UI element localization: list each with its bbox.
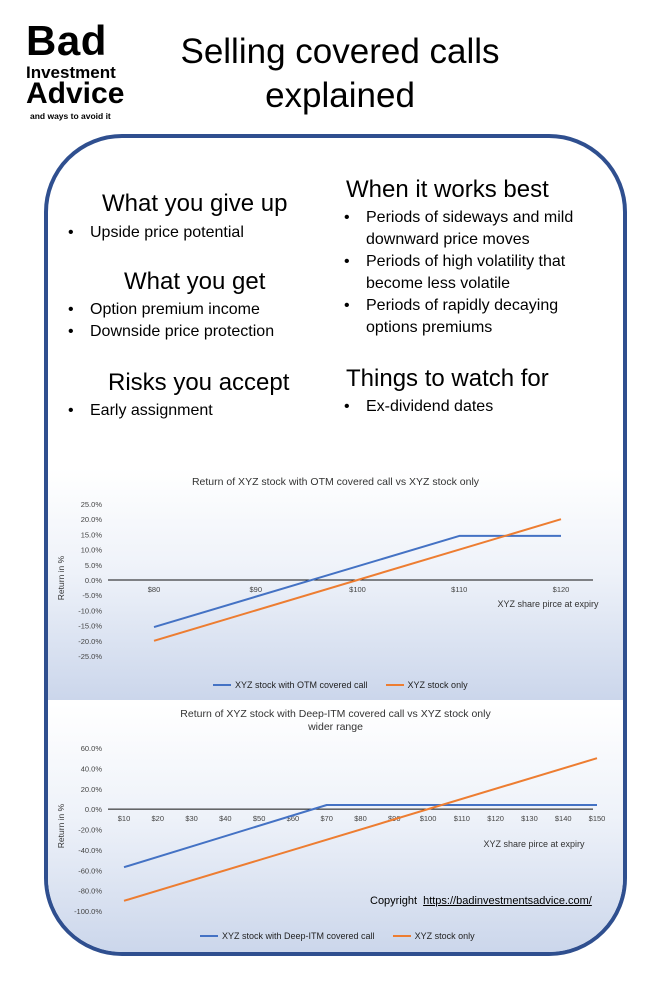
chart-otm-covered-call: Return of XYZ stock with OTM covered cal… (48, 468, 623, 700)
y-tick-label: 15.0% (81, 530, 103, 539)
legend-swatch-orange (385, 684, 404, 686)
chart-title: Return of XYZ stock with OTM covered cal… (191, 476, 480, 488)
heading-watch-for: Things to watch for (346, 365, 549, 392)
page-title: Selling covered calls explained (150, 30, 530, 118)
page-title-line-2: explained (265, 76, 415, 115)
chart-plot-area: 60.0% 40.0% 20.0% 0.0% -20.0% -40.0% -60.0% -80… (56, 744, 606, 916)
logo-tagline: and ways to avoid it (30, 111, 111, 121)
logo: Bad Investment Advice and ways to avoid … (26, 20, 136, 121)
list-item: Upside price potential (68, 222, 328, 244)
y-tick-label: -25.0% (78, 652, 102, 661)
y-tick-label: -100.0% (74, 907, 102, 916)
x-tick-label: $120 (487, 814, 504, 823)
y-tick-label: 60.0% (81, 744, 103, 753)
x-tick-label: $30 (185, 814, 198, 823)
x-tick-label: $70 (320, 814, 333, 823)
y-tick-label: 25.0% (81, 500, 103, 509)
x-tick-label: $140 (555, 814, 572, 823)
x-tick-label: $130 (521, 814, 538, 823)
legend-label: XYZ stock only (414, 931, 475, 941)
list-item: Option premium income (68, 299, 328, 321)
y-tick-label: -80.0% (78, 887, 102, 896)
x-tick-label: $120 (553, 585, 570, 594)
heading-works-best: When it works best (346, 176, 549, 203)
x-tick-label: $80 (354, 814, 367, 823)
chart-legend: XYZ stock with Deep-ITM covered call XYZ… (200, 931, 475, 941)
list-item: Periods of rapidly decaying options prem… (344, 295, 606, 339)
list-watch-for: Ex-dividend dates (344, 396, 606, 418)
y-tick-label: 0.0% (85, 805, 102, 814)
list-works-best: Periods of sideways and mild downward pr… (344, 207, 606, 339)
y-tick-label: 5.0% (85, 561, 102, 570)
x-tick-label: $150 (589, 814, 606, 823)
y-tick-label: 10.0% (81, 546, 103, 555)
y-tick-label: -60.0% (78, 866, 102, 875)
list-item: Early assignment (68, 400, 328, 422)
x-tick-label: $60 (287, 814, 300, 823)
y-tick-label: -10.0% (78, 606, 102, 615)
logo-line-advice: Advice (26, 77, 125, 110)
legend-label: XYZ stock only (407, 680, 468, 690)
legend-swatch-blue (213, 684, 231, 686)
chart-subtitle: wider range (308, 721, 363, 733)
series-line-stock-only (123, 757, 598, 902)
legend-item-covered-call: XYZ stock with Deep-ITM covered call (200, 931, 375, 941)
x-axis-label: XYZ share pirce at expiry (483, 839, 585, 849)
y-axis-label: Return in % (56, 803, 66, 848)
legend-label: XYZ stock with Deep-ITM covered call (222, 931, 375, 941)
heading-what-you-get: What you get (124, 268, 266, 295)
chart-plot-area: 25.0% 20.0% 15.0% 10.0% 5.0% 0.0% -5.0% -10.0% -… (56, 500, 599, 661)
legend-item-stock-only: XYZ stock only (385, 680, 468, 690)
x-tick-label: $110 (454, 814, 470, 823)
y-tick-label: 0.0% (85, 576, 102, 585)
logo-line-bad: Bad (26, 17, 107, 64)
legend-swatch-blue (200, 935, 218, 937)
y-tick-label: -40.0% (78, 846, 102, 855)
content-frame: What you give up Upside price potential … (44, 134, 627, 956)
series-line-covered-call (153, 534, 561, 629)
y-tick-label: 20.0% (81, 785, 103, 794)
list-what-you-get: Option premium income Downside price pro… (68, 299, 328, 343)
x-tick-label: $10 (118, 814, 131, 823)
y-axis-label: Return in % (56, 555, 66, 600)
x-tick-label: $110 (451, 585, 467, 594)
y-tick-label: -15.0% (78, 622, 102, 631)
chart-title: Return of XYZ stock with Deep-ITM covere… (180, 708, 491, 720)
list-item: Periods of high volatility that become l… (344, 251, 606, 295)
x-tick-label: $80 (148, 585, 161, 594)
copyright-label: Copyright (370, 895, 418, 907)
logo-line-investment: Investment (26, 63, 116, 82)
x-tick-label: $100 (349, 585, 366, 594)
heading-give-up: What you give up (102, 190, 288, 217)
y-tick-label: -20.0% (78, 826, 102, 835)
legend-item-stock-only: XYZ stock only (392, 931, 475, 941)
x-tick-label: $20 (152, 814, 165, 823)
heading-risks: Risks you accept (108, 369, 290, 396)
x-tick-label: $40 (219, 814, 232, 823)
list-risks: Early assignment (68, 400, 328, 422)
series-line-covered-call (123, 804, 597, 869)
y-tick-label: -5.0% (82, 591, 102, 600)
series-line-stock-only (153, 518, 562, 642)
copyright: Copyright https://badinvestmentsadvice.co… (370, 895, 592, 907)
legend-swatch-orange (392, 935, 411, 937)
y-tick-label: 20.0% (81, 515, 103, 524)
list-item: Periods of sideways and mild downward pr… (344, 207, 606, 251)
x-tick-label: $90 (249, 585, 262, 594)
page-title-line-1: Selling covered calls (180, 32, 500, 71)
copyright-link[interactable]: https://badinvestmentsadvice.com/ (423, 895, 592, 907)
x-tick-label: $100 (420, 814, 437, 823)
legend-label: XYZ stock with OTM covered call (235, 680, 368, 690)
legend-item-covered-call: XYZ stock with OTM covered call (213, 680, 368, 690)
y-tick-label: 40.0% (81, 764, 103, 773)
chart-legend: XYZ stock with OTM covered call XYZ stoc… (213, 680, 468, 690)
y-tick-label: -20.0% (78, 637, 102, 646)
chart-deep-itm-covered-call: Return of XYZ stock with Deep-ITM covere… (48, 704, 623, 952)
list-item: Ex-dividend dates (344, 396, 606, 418)
x-tick-label: $50 (253, 814, 266, 823)
list-give-up: Upside price potential (68, 222, 328, 244)
list-item: Downside price protection (68, 321, 328, 343)
x-axis-label: XYZ share pirce at expiry (497, 599, 599, 609)
